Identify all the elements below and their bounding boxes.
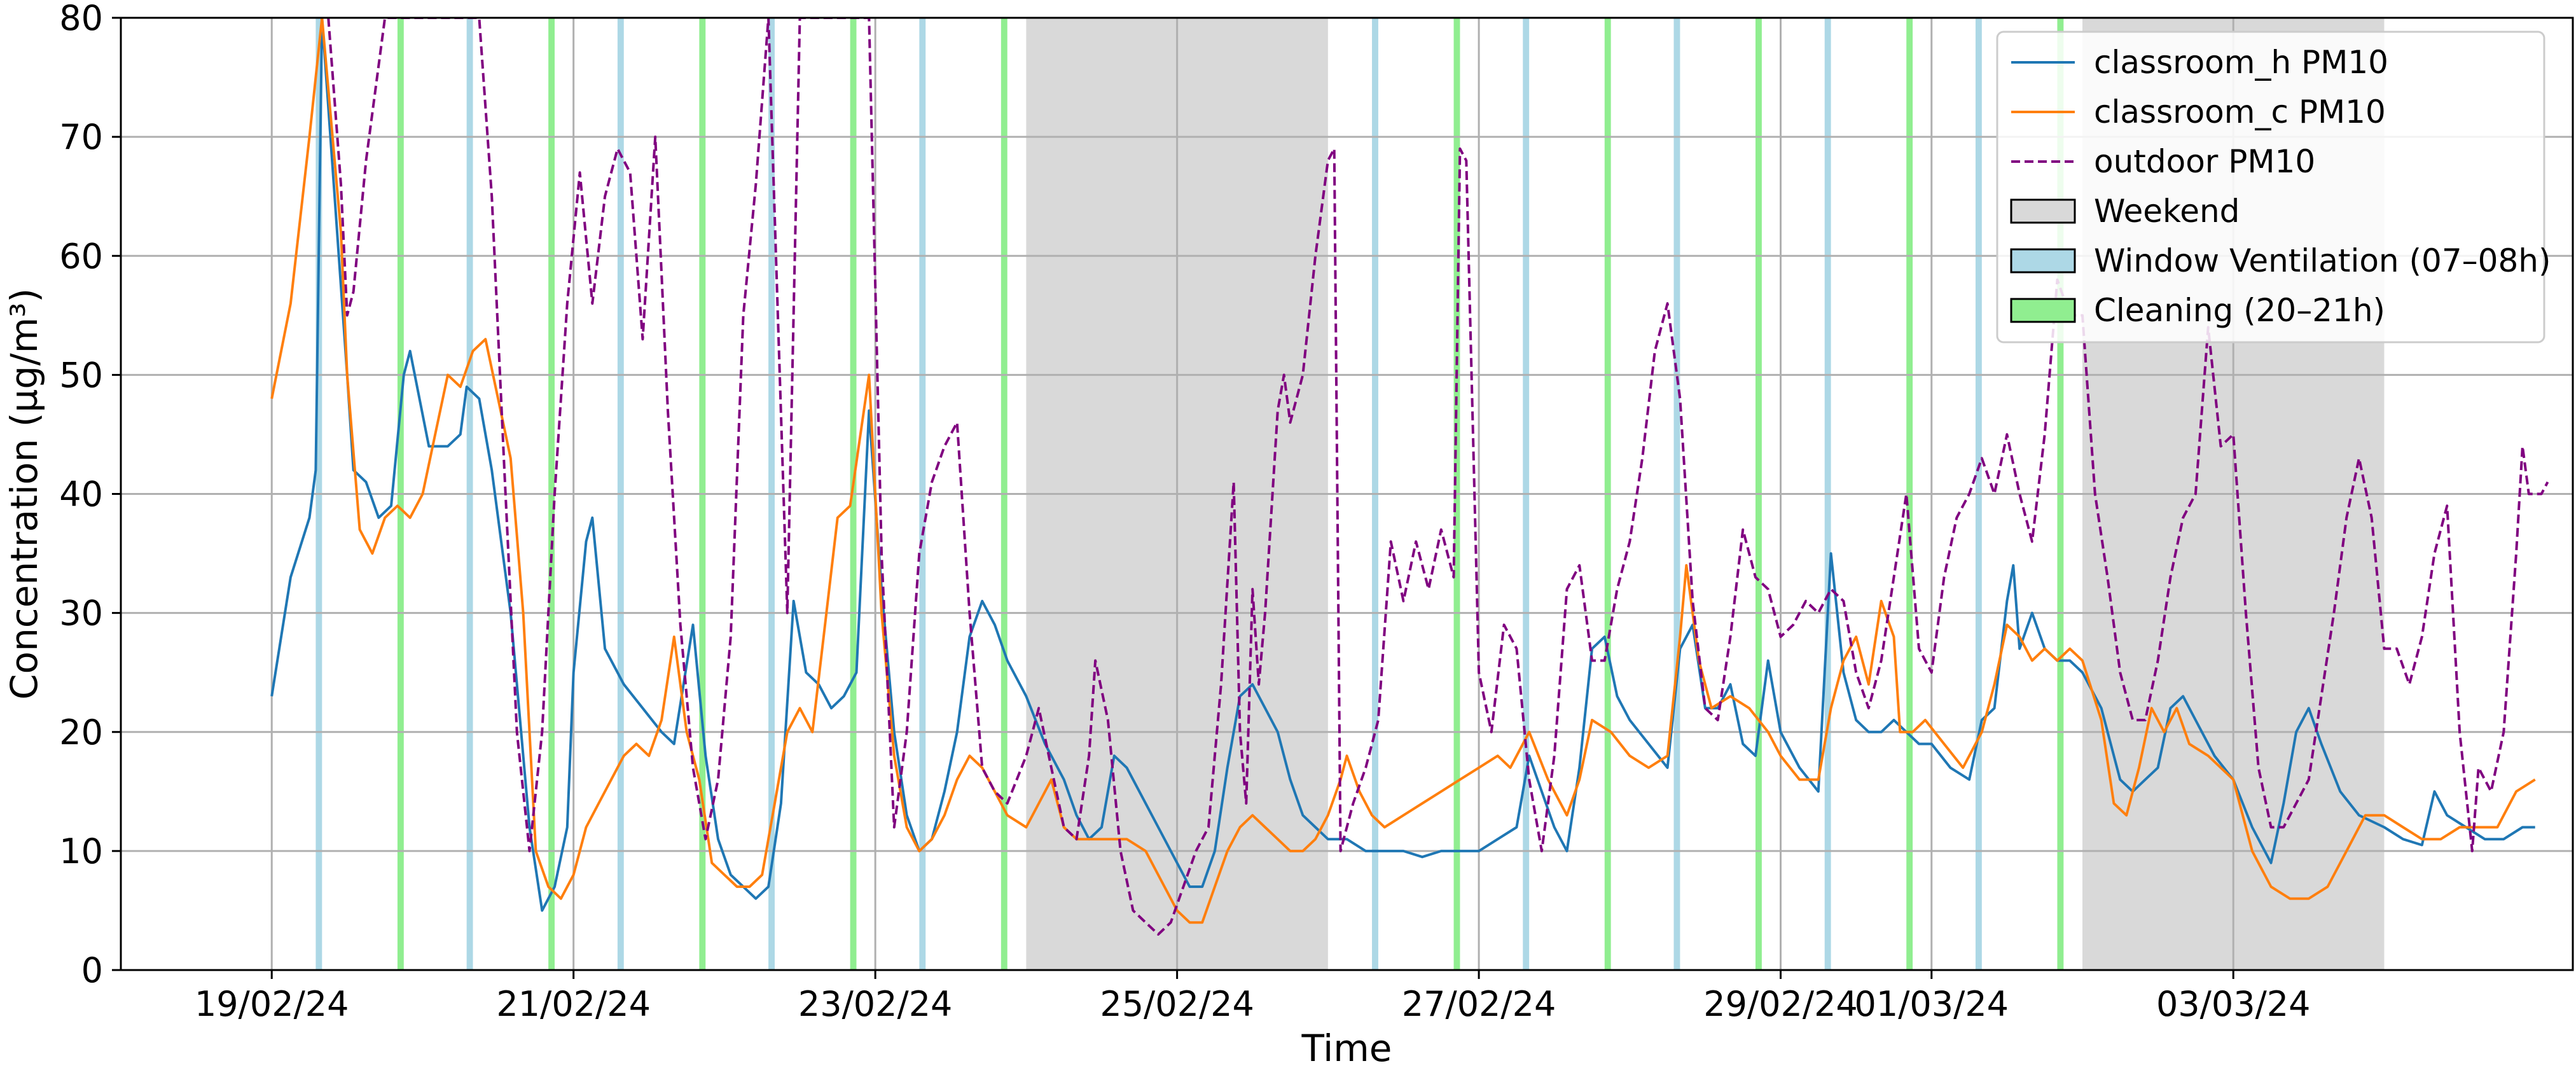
x-tick-label: 03/03/24 [2156,984,2311,1024]
weekend-legend-label: Weekend [2094,193,2240,230]
y-tick-label: 60 [59,236,103,276]
legend: classroom_h PM10 classroom_c PM10 outdoor … [1996,31,2551,343]
weekend-legend-swatch [2010,198,2076,224]
legend-box [1996,31,2545,343]
window-legend-swatch [2010,248,2076,274]
y-tick-label: 50 [59,355,103,395]
window-legend-label: Window Ventilation (07–08h) [2094,242,2551,279]
y-tick-label: 20 [59,712,103,752]
x-tick-label: 27/02/24 [1402,984,1556,1024]
y-tick-label: 80 [59,0,103,38]
x-axis-label: Time [1301,1027,1392,1070]
y-tick-label: 30 [59,593,103,634]
classroom-c-line [270,18,2536,924]
cleaning-legend-label: Cleaning (20–21h) [2094,292,2385,329]
x-tick-label: 23/02/24 [798,984,953,1024]
x-tick-label: 25/02/24 [1100,984,1254,1024]
classroom-h-legend-label: classroom_h PM10 [2094,44,2388,81]
y-tick-label: 10 [59,831,103,871]
classroom-h-line [270,18,2535,912]
y-axis-label: Concentration (µg/m³) [3,288,46,700]
y-tick-label: 0 [81,950,103,990]
x-tick-label: 29/02/24 [1703,984,1858,1024]
x-tick-label: 21/02/24 [496,984,651,1024]
x-tick-label: 19/02/24 [195,984,349,1024]
y-tick-label: 40 [59,475,103,515]
y-tick-label: 70 [59,117,103,157]
x-tick-label: 01/03/24 [1855,984,2009,1024]
outdoor-legend-label: outdoor PM10 [2094,143,2315,180]
outdoor-line [327,18,2549,936]
cleaning-legend-swatch [2010,298,2076,323]
classroom-c-legend-label: classroom_c PM10 [2094,94,2386,130]
